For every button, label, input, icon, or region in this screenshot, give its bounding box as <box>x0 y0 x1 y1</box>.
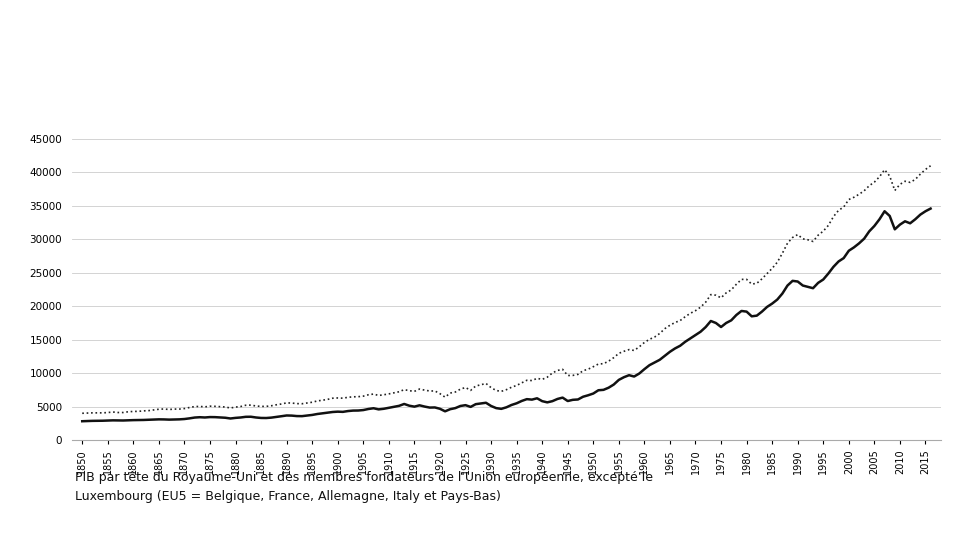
Text: l'entrée dans la CEE ou aux politiques de Thatcher ?: l'entrée dans la CEE ou aux politiques d… <box>225 47 735 65</box>
Text: (Source : Campos N. et Coricelli F. (2017), « How EEC membership drove Margaret : (Source : Campos N. et Coricelli F. (201… <box>191 83 769 92</box>
Text: La dégradation de la position relative du Royaume-Uni : stoppée grâce à: La dégradation de la position relative d… <box>123 15 837 33</box>
Text: voir aussi : http://bit.ly/2nE12BT ): voir aussi : http://bit.ly/2nE12BT ) <box>396 109 564 119</box>
Text: PIB par tête du Royaume-Uni et des membres fondateurs de l'Union européenne, exc: PIB par tête du Royaume-Uni et des membr… <box>75 471 654 503</box>
